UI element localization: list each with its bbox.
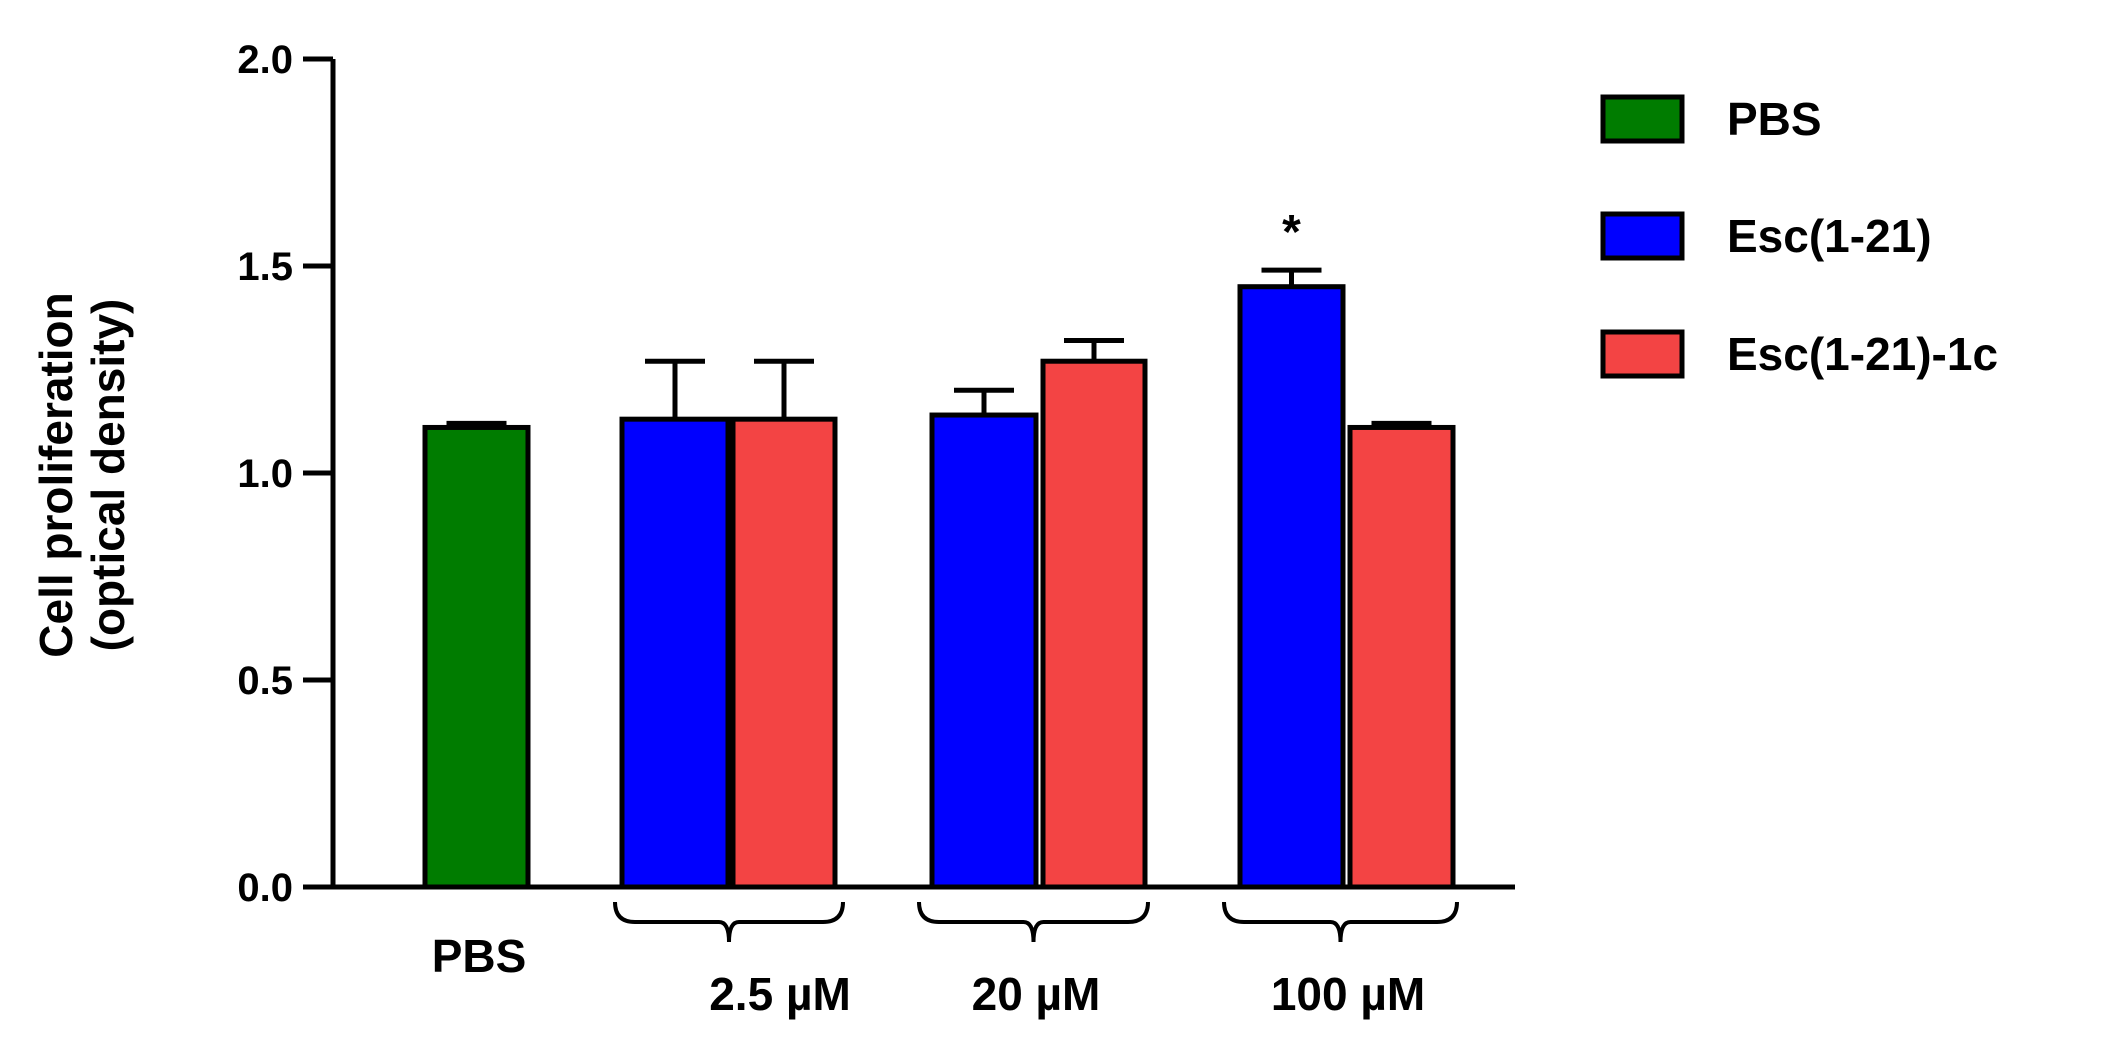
group-label: 100 µM bbox=[1271, 968, 1425, 1020]
bar bbox=[619, 416, 731, 890]
legend-swatch bbox=[1600, 94, 1685, 144]
y-tick-label: 1.5 bbox=[237, 245, 293, 289]
legend-label: Esc(1-21) bbox=[1727, 210, 1932, 262]
group-label: 2.5 µM bbox=[709, 968, 851, 1020]
axes: 0.0 0.5 1.0 1.5 2.0 PBS 2.5 µM 20 µM 100 µM bbox=[237, 38, 1515, 1020]
bar bbox=[1347, 424, 1456, 890]
y-tick-label: 0.5 bbox=[237, 659, 293, 703]
bar bbox=[1237, 284, 1346, 890]
y-tick-label: 2.0 bbox=[237, 38, 293, 82]
group-bracket bbox=[1222, 901, 1459, 943]
significance-asterisk: * bbox=[1282, 206, 1301, 259]
y-tick-label: 1.0 bbox=[237, 452, 293, 496]
group-label: PBS bbox=[432, 930, 527, 982]
group-bracket bbox=[613, 901, 845, 943]
y-axis-title-line1: Cell proliferation bbox=[30, 292, 82, 657]
bar bbox=[929, 412, 1039, 890]
legend-swatch bbox=[1600, 211, 1685, 261]
group-bracket bbox=[917, 901, 1150, 943]
legend: PBS Esc(1-21) Esc(1-21)-1c bbox=[1600, 93, 1998, 380]
legend-label: PBS bbox=[1727, 93, 1822, 145]
bar bbox=[422, 424, 531, 890]
y-axis-title-line2: (optical density) bbox=[82, 299, 134, 652]
legend-label: Esc(1-21)-1c bbox=[1727, 328, 1998, 380]
bar bbox=[1040, 358, 1148, 890]
group-label: 20 µM bbox=[972, 968, 1101, 1020]
bars: * bbox=[422, 206, 1456, 890]
legend-swatch bbox=[1600, 329, 1685, 379]
y-tick-label: 0.0 bbox=[237, 866, 293, 910]
bar bbox=[730, 416, 838, 890]
